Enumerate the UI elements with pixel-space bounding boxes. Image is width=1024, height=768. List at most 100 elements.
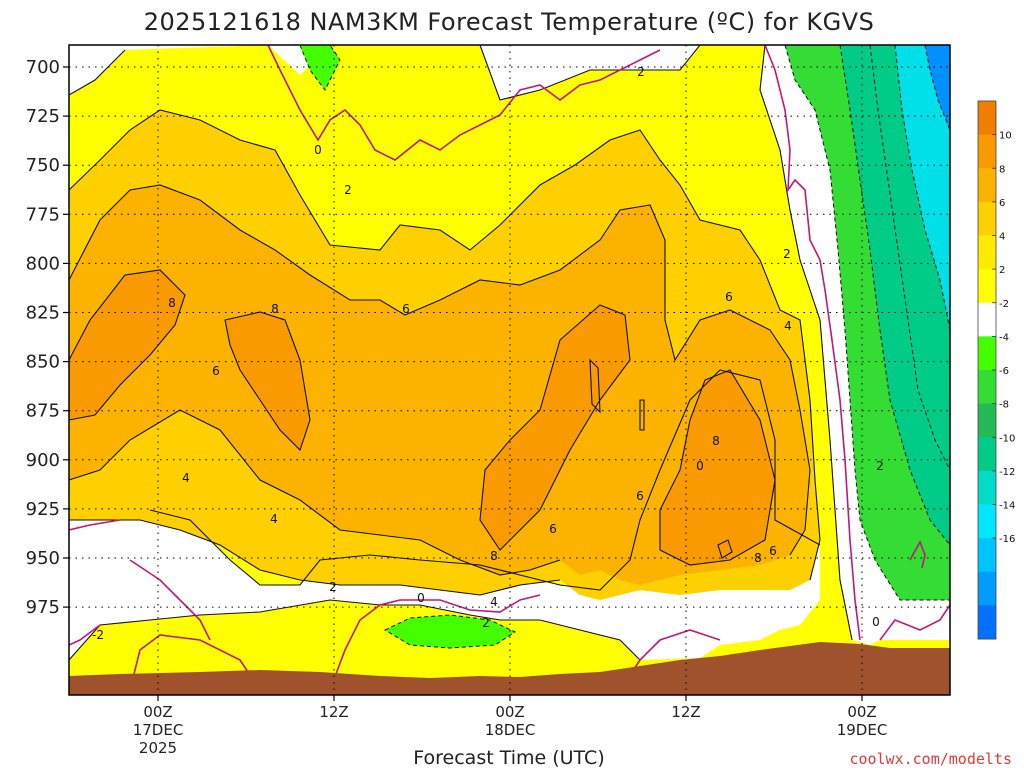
colorbar-segment <box>978 437 996 472</box>
contour-label: 8 <box>712 434 720 448</box>
colorbar: 10 8 6 4 2 -2 -4 -6 -8 -10 -12 -14 -16 <box>977 100 1015 640</box>
colorbar-tick-label: -16 <box>999 534 1015 545</box>
temp-band-m2-lower <box>385 615 515 648</box>
contour-line <box>659 369 776 566</box>
contour-label: 4 <box>784 319 792 333</box>
contour-label: 6 <box>212 364 220 378</box>
freezing-line <box>764 45 861 641</box>
y-tick-label: 825 <box>26 303 60 324</box>
colorbar-tick-label: -6 <box>999 366 1009 377</box>
colorbar-segment <box>978 101 996 136</box>
contour-line <box>69 45 701 101</box>
temp-band-6to8 <box>69 185 810 585</box>
colorbar-tick-label: -14 <box>999 501 1015 512</box>
colorbar-segment <box>978 235 996 270</box>
colorbar-tick-label: 10 <box>999 131 1012 142</box>
contour-line <box>717 539 733 559</box>
cold-contour-lines <box>299 45 950 649</box>
y-tick-label: 900 <box>26 450 60 471</box>
colorbar-segment <box>978 134 996 169</box>
contour-line <box>784 45 950 601</box>
contour-line <box>924 45 950 131</box>
colorbar-tick-label: -10 <box>999 433 1015 444</box>
y-tick-label: 875 <box>26 401 60 422</box>
contour-label: 2 <box>637 65 645 79</box>
contour-label: 6 <box>402 302 410 316</box>
contour-label: 2 <box>482 616 490 630</box>
contour-line <box>69 409 561 576</box>
contour-line <box>149 369 821 591</box>
colorbar-segment <box>978 370 996 405</box>
temp-band-8plus-a <box>69 270 185 420</box>
contour-label: 4 <box>270 512 278 526</box>
x-tick-label: 2025 <box>139 739 177 757</box>
contour-label: 4 <box>490 595 498 609</box>
x-tick-label: 12Z <box>671 703 700 721</box>
colorbar-tick-label: -8 <box>999 400 1009 411</box>
colorbar-segment <box>978 504 996 539</box>
contour-line <box>894 45 950 331</box>
colorbar-tick-label: -2 <box>999 299 1009 310</box>
y-tick-label: 950 <box>26 548 60 569</box>
contour-label: 2 <box>783 247 791 261</box>
contour-label: 0 <box>872 615 880 629</box>
colorbar-tick-label: 6 <box>999 198 1005 209</box>
ground-surface <box>69 642 950 695</box>
contour-label: 0 <box>417 591 425 605</box>
temp-band-m2-upper <box>300 45 340 90</box>
contour-lines <box>69 45 853 661</box>
y-tick-label: 725 <box>26 106 60 127</box>
contour-line <box>69 109 821 581</box>
temp-band-8plus-d <box>660 370 775 565</box>
contour-label: 2 <box>876 459 884 473</box>
x-tick-label: 19DEC <box>837 721 888 739</box>
chart-title: 2025121618 NAM3KM Forecast Temperature (… <box>144 8 875 36</box>
freezing-lines <box>69 45 950 691</box>
freezing-line <box>329 594 541 691</box>
contour-line <box>299 45 341 91</box>
x-tick-label: 00Z <box>495 703 524 721</box>
freezing-line <box>129 559 261 691</box>
contour-label: -2 <box>92 628 104 642</box>
x-tick-label: 00Z <box>847 703 876 721</box>
contour-label: 6 <box>769 544 777 558</box>
y-tick-label: 750 <box>26 155 60 176</box>
contour-label: 8 <box>168 296 176 310</box>
contour-line <box>589 358 601 414</box>
contour-line <box>224 311 311 452</box>
contour-line <box>759 45 853 641</box>
contour-label: 8 <box>271 302 279 316</box>
colorbar-segment <box>978 336 996 371</box>
contour-label: 0 <box>696 459 704 473</box>
contour-label: 6 <box>725 290 733 304</box>
freezing-line <box>879 604 950 641</box>
y-tick-label: 925 <box>26 499 60 520</box>
colorbar-segment <box>978 470 996 505</box>
contour-line <box>69 519 561 596</box>
colorbar-segment <box>978 571 996 606</box>
contour-line <box>69 184 811 556</box>
colorbar-segment <box>978 538 996 573</box>
colorbar-segment <box>978 403 996 438</box>
y-tick-label: 800 <box>26 253 60 274</box>
colorbar-tick-label: -4 <box>999 332 1009 343</box>
contour-line <box>639 399 645 431</box>
credit-text: coolwx.com/modelts <box>849 750 1012 768</box>
colorbar-segment <box>978 201 996 236</box>
temp-band-8plus-b <box>225 312 310 450</box>
contour-line <box>479 304 631 551</box>
temp-band-8plus-c <box>480 305 630 550</box>
y-axis: 700 725 750 775 800 825 850 875 900 925 950 975 <box>26 57 69 618</box>
y-tick-label: 700 <box>26 57 60 78</box>
colorbar-segment <box>978 168 996 203</box>
contour-line <box>869 45 950 471</box>
y-tick-label: 775 <box>26 204 60 225</box>
x-tick-label: 12Z <box>319 703 348 721</box>
freezing-line <box>267 45 661 161</box>
contour-label: 6 <box>636 489 644 503</box>
y-tick-label: 850 <box>26 352 60 373</box>
